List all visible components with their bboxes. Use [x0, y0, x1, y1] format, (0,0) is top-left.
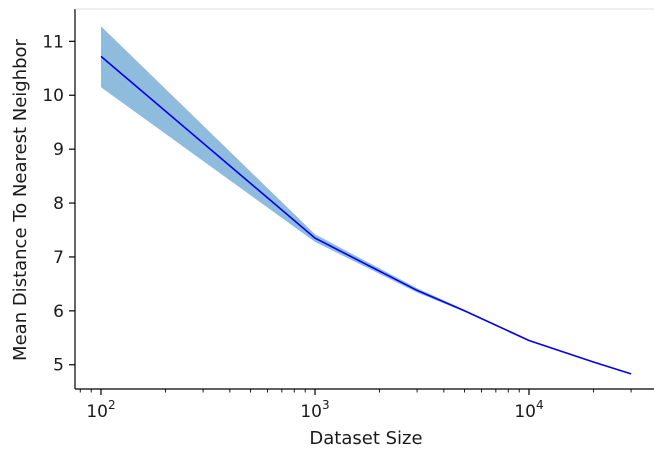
- y-tick-label: 5: [53, 356, 64, 376]
- x-tick-label: 104: [514, 398, 543, 422]
- x-ticks: 102 103 104: [79, 389, 632, 422]
- y-tick-label: 10: [42, 86, 64, 106]
- y-tick-label: 11: [42, 32, 64, 52]
- y-tick-label: 6: [53, 302, 64, 322]
- series-line: [100, 55, 632, 375]
- x-tick-label: 102: [86, 398, 115, 422]
- series-line-layer: [100, 55, 632, 375]
- x-tick-label: 103: [300, 398, 329, 422]
- y-axis-title: Mean Distance To Nearest Neighbor: [10, 38, 31, 360]
- y-tick-label: 7: [53, 248, 64, 268]
- confidence-band: [101, 26, 632, 375]
- x-axis-title: Dataset Size: [309, 428, 422, 449]
- y-tick-label: 9: [53, 140, 64, 160]
- y-tick-label: 8: [53, 194, 64, 214]
- confidence-band-layer: [101, 26, 632, 375]
- y-ticks: 5 6 7 8 9 10 11: [42, 32, 75, 376]
